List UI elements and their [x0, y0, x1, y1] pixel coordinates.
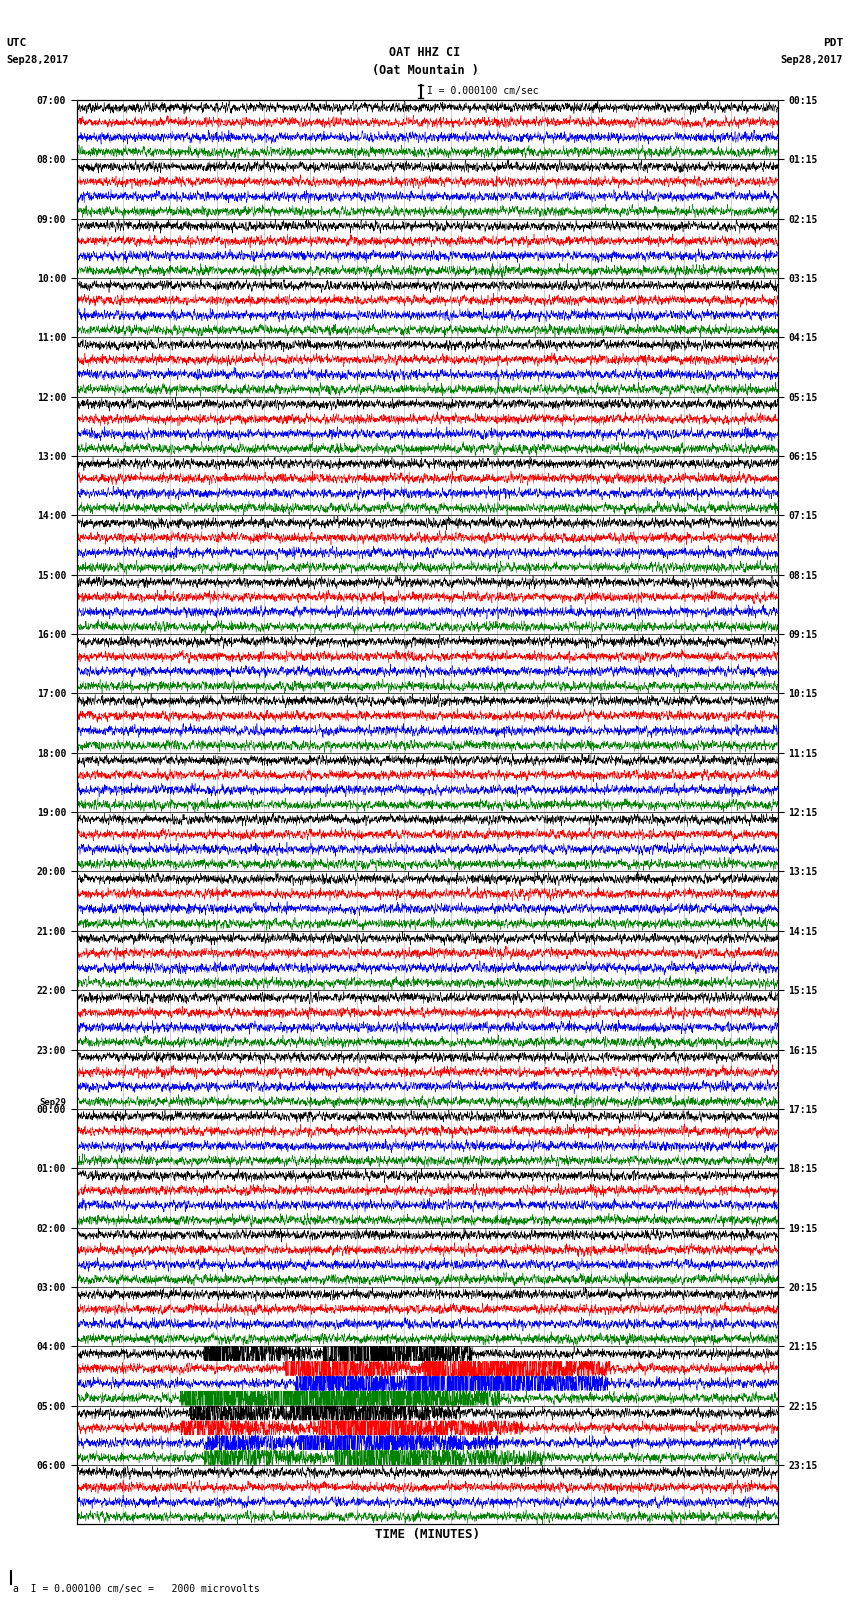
- Text: OAT HHZ CI: OAT HHZ CI: [389, 45, 461, 58]
- Text: UTC: UTC: [7, 39, 27, 48]
- Text: Sep28,2017: Sep28,2017: [7, 55, 70, 65]
- X-axis label: TIME (MINUTES): TIME (MINUTES): [375, 1529, 479, 1542]
- Text: a  I = 0.000100 cm/sec =   2000 microvolts: a I = 0.000100 cm/sec = 2000 microvolts: [13, 1584, 259, 1594]
- Text: Sep29: Sep29: [39, 1098, 66, 1108]
- Text: Sep28,2017: Sep28,2017: [780, 55, 843, 65]
- Text: PDT: PDT: [823, 39, 843, 48]
- Text: (Oat Mountain ): (Oat Mountain ): [371, 65, 479, 77]
- Text: I = 0.000100 cm/sec: I = 0.000100 cm/sec: [427, 85, 538, 97]
